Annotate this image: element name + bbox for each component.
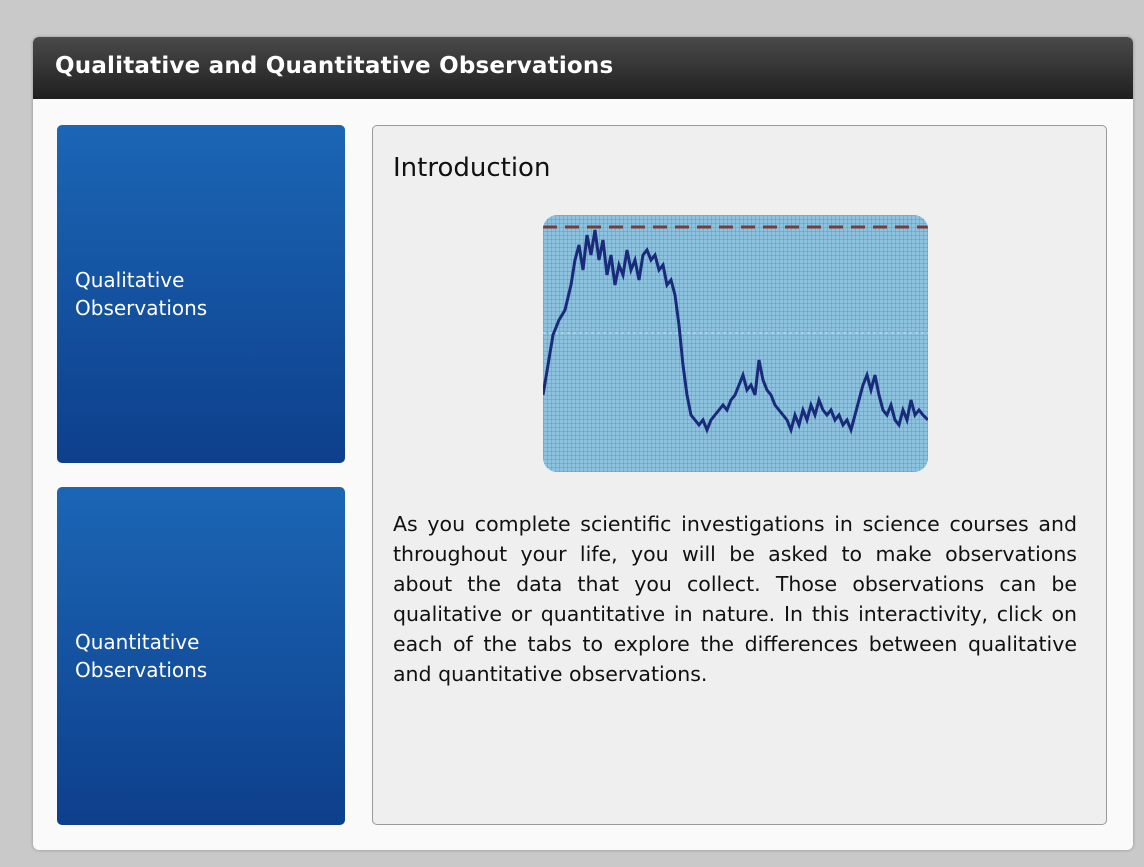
module-title: Qualitative and Quantitative Observation… bbox=[55, 53, 613, 79]
content-heading: Introduction bbox=[393, 153, 550, 183]
tab-label[interactable]: Quantitative Observations bbox=[75, 628, 245, 684]
module-panel: Qualitative and Quantitative Observation… bbox=[33, 37, 1133, 850]
content-body: As you complete scientific investigation… bbox=[393, 509, 1077, 689]
header-bar: Qualitative and Quantitative Observation… bbox=[33, 37, 1133, 99]
tab-label[interactable]: Qualitative Observations bbox=[75, 266, 245, 322]
page: Qualitative and Quantitative Observation… bbox=[0, 0, 1144, 867]
tab-button[interactable]: Quantitative Observations bbox=[57, 487, 345, 825]
content-box: Introduction As you complete scientific … bbox=[372, 125, 1107, 825]
tab-button[interactable]: Qualitative Observations bbox=[57, 125, 345, 463]
illustration bbox=[543, 215, 928, 472]
